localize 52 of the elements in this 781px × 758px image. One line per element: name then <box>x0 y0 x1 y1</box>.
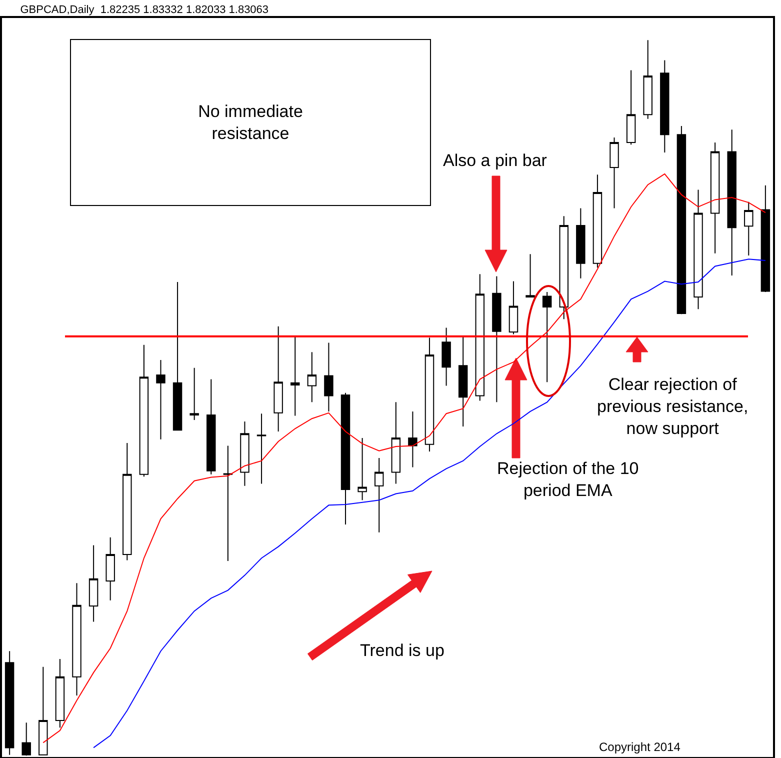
candlestick <box>307 352 317 403</box>
annotation: No immediate resistance <box>198 102 303 144</box>
candlestick <box>55 658 65 728</box>
candlestick <box>206 378 216 475</box>
candlestick <box>290 336 300 416</box>
annotation: Trend is up <box>360 641 444 660</box>
candlestick <box>4 650 14 756</box>
candlestick <box>190 367 199 421</box>
candlestick <box>223 445 233 562</box>
candlestick <box>492 276 502 403</box>
annotation: Also a pin bar <box>443 151 548 170</box>
candlestick <box>508 280 518 335</box>
candlestick <box>240 420 250 486</box>
annotation: Rejection of the 10 period EMA <box>497 459 639 500</box>
candlestick <box>88 544 98 622</box>
candlestick <box>38 666 48 756</box>
candlestick <box>324 342 334 412</box>
candlestick <box>358 437 367 501</box>
candlestick <box>660 60 670 153</box>
candlestick <box>408 410 418 468</box>
candlestick <box>744 201 754 256</box>
candlestick <box>526 254 535 298</box>
candlestick <box>576 208 586 279</box>
candlestick <box>710 142 720 254</box>
candlestick <box>340 392 350 525</box>
candlestick <box>274 326 283 432</box>
candlestick <box>106 536 115 601</box>
candlestick <box>458 336 468 427</box>
candlestick <box>442 327 451 386</box>
candlestick <box>424 337 434 452</box>
annotation: Clear rejection of previous resistance, now support <box>597 375 748 438</box>
candlestick <box>626 70 636 146</box>
candlestick <box>156 359 166 440</box>
candlestick <box>643 40 652 120</box>
candlestick <box>542 292 552 383</box>
candlestick <box>122 442 132 561</box>
candlestick <box>559 216 568 320</box>
candlestick <box>592 174 602 268</box>
candlestick <box>256 413 266 484</box>
annotation: Copyright 2014 <box>599 740 681 754</box>
candlestick <box>694 189 703 310</box>
candlestick <box>760 184 770 292</box>
candlestick <box>391 402 401 484</box>
candlestick <box>676 126 686 315</box>
candlestick <box>727 129 736 276</box>
candlestick <box>610 136 619 209</box>
candlestick <box>72 582 82 696</box>
candlestick <box>374 457 384 533</box>
chart-title: GBPCAD,Daily 1.82235 1.83332 1.82033 1.83063 <box>20 4 269 16</box>
candlestick <box>172 281 182 431</box>
candlestick <box>139 344 149 478</box>
candlestick <box>475 274 484 402</box>
